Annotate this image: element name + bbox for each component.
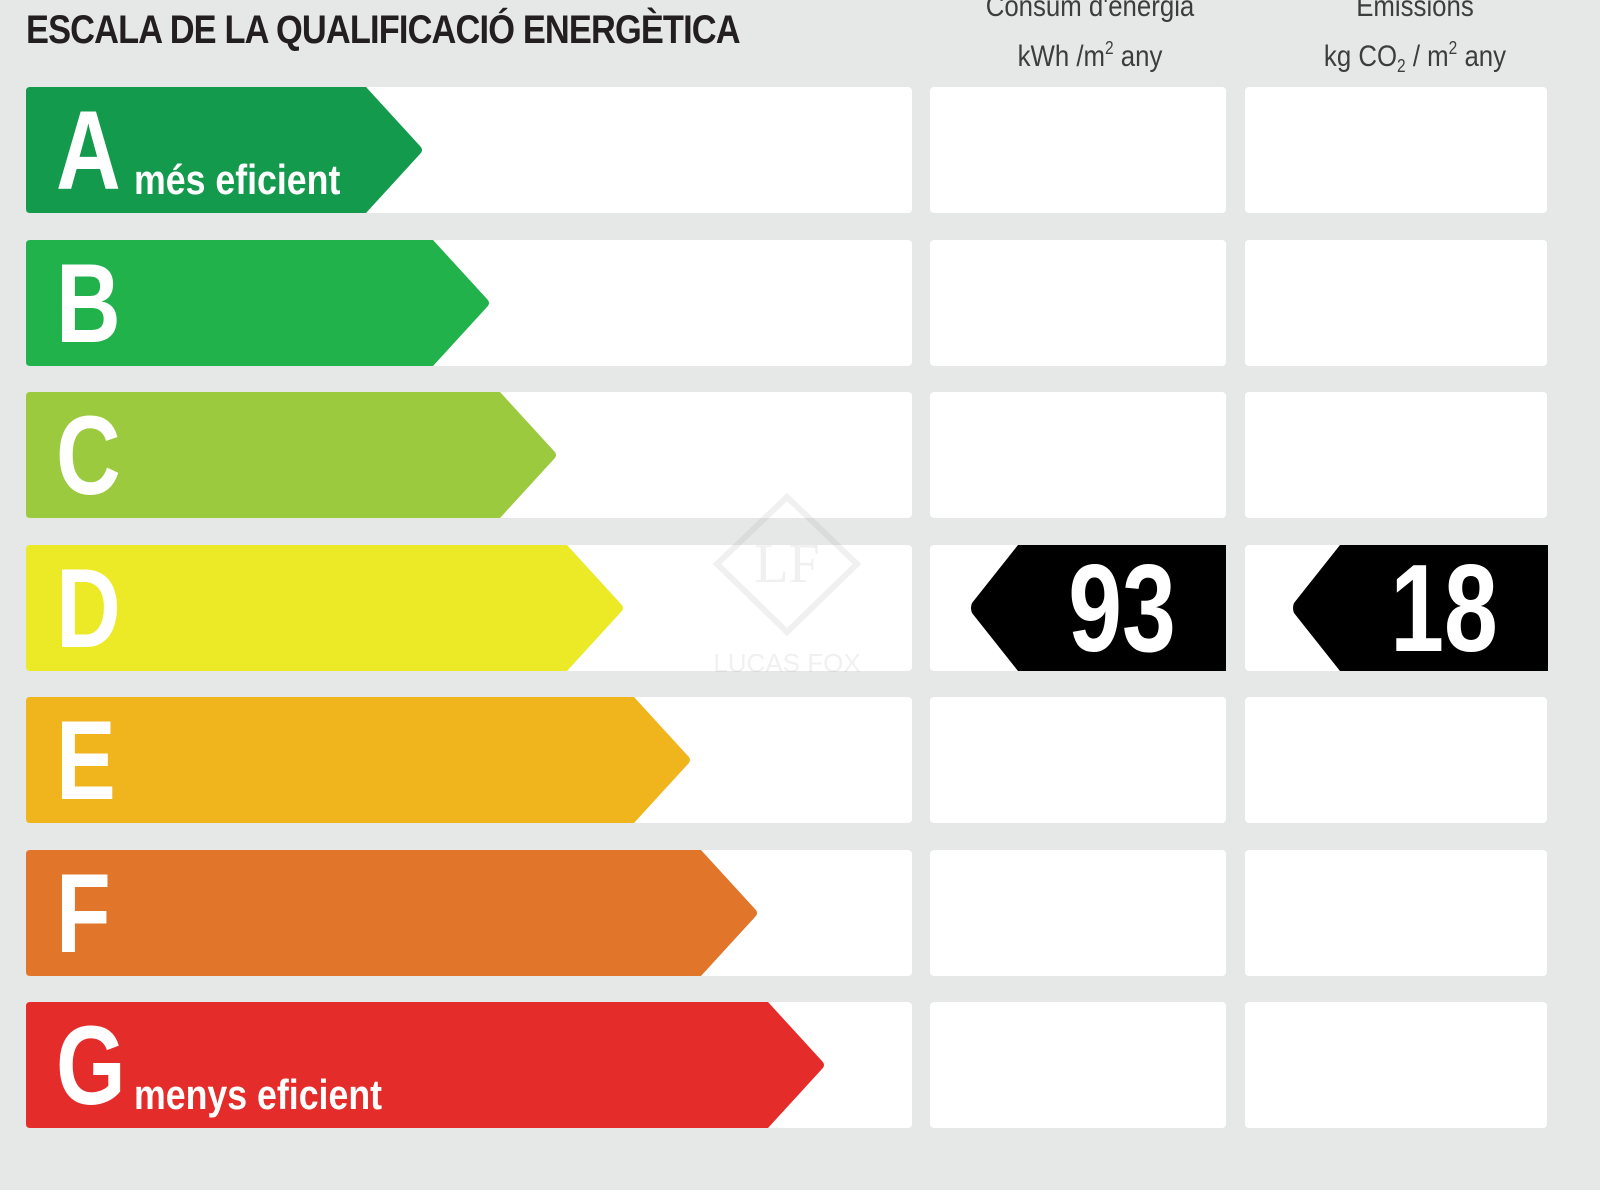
scale-title: ESCALA DE LA QUALIFICACIÓ ENERGÈTICA	[26, 8, 741, 52]
band-letter-b: B	[56, 241, 121, 366]
consumption-cell-b	[930, 240, 1226, 366]
consumption-unit: kWh /m2 any	[1017, 38, 1163, 73]
band-label-a: més eficient	[134, 156, 341, 203]
emissions-cell-e	[1245, 697, 1547, 823]
band-arrow-b	[26, 240, 489, 366]
consumption-value: 93	[1068, 540, 1176, 678]
emissions-unit: kg CO2 / m2 any	[1323, 38, 1507, 76]
emissions-cell-a	[1245, 87, 1547, 213]
consumption-value-tag: 93	[970, 545, 1226, 673]
band-f: F	[26, 850, 759, 976]
svg-text:LF: LF	[754, 533, 819, 595]
band-arrow-a	[26, 87, 422, 213]
emissions-column-header: Emissions kg CO2 / m2 any	[1277, 0, 1552, 82]
band-arrow-f	[26, 850, 757, 976]
band-letter-e: E	[56, 698, 116, 823]
consumption-column-header: Consum d'energia kWh /m2 any	[952, 0, 1227, 82]
band-c: C	[26, 392, 558, 518]
emissions-cell-c	[1245, 392, 1547, 518]
consumption-cell-f	[930, 850, 1226, 976]
band-arrow-c	[26, 392, 556, 518]
band-letter-g: G	[56, 1003, 126, 1128]
lucas-fox-watermark: LF LUCAS FOX	[712, 492, 862, 678]
consumption-cell-e	[930, 697, 1226, 823]
svg-text:LUCAS FOX: LUCAS FOX	[713, 648, 860, 678]
band-label-g: menys eficient	[134, 1071, 383, 1118]
consumption-header-label: Consum d'energia	[985, 0, 1195, 23]
band-letter-a: A	[56, 88, 121, 213]
band-e: E	[26, 697, 692, 823]
consumption-value-arrow	[971, 545, 1226, 671]
emissions-cell-f	[1245, 850, 1547, 976]
emissions-header-label: Emissions	[1356, 0, 1474, 23]
consumption-cell-g	[930, 1002, 1226, 1128]
band-arrow-g	[26, 1002, 824, 1128]
band-letter-c: C	[56, 393, 121, 518]
emissions-cell-b	[1245, 240, 1547, 366]
consumption-cell-c	[930, 392, 1226, 518]
band-arrow-e	[26, 697, 690, 823]
band-arrow-d	[26, 545, 623, 671]
emissions-cell-g	[1245, 1002, 1547, 1128]
emissions-value: 18	[1390, 540, 1498, 678]
emissions-value-tag: 18	[1292, 545, 1548, 673]
consumption-cell-a	[930, 87, 1226, 213]
emissions-value-arrow	[1293, 545, 1548, 671]
band-letter-d: D	[56, 546, 121, 671]
band-d: D	[26, 545, 625, 671]
band-b: B	[26, 240, 491, 366]
band-letter-f: F	[56, 851, 111, 976]
